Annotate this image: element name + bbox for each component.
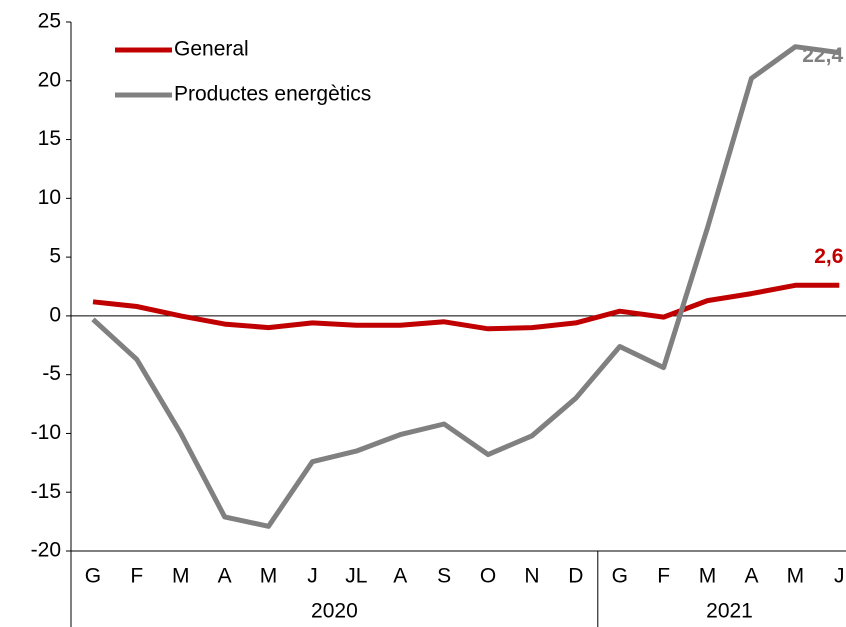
x-tick-label: M bbox=[787, 565, 805, 588]
x-tick-label: A bbox=[218, 565, 232, 588]
x-tick-label: N bbox=[524, 565, 539, 588]
y-tick-label: -20 bbox=[31, 539, 61, 562]
y-tick-label: -5 bbox=[42, 362, 61, 385]
series-line bbox=[91, 44, 840, 529]
x-tick-label: F bbox=[657, 565, 670, 588]
x-tick-label: A bbox=[393, 565, 407, 588]
x-tick-label: O bbox=[480, 565, 496, 588]
x-tick-label: S bbox=[437, 565, 451, 588]
legend-label: Productes energètics bbox=[174, 83, 371, 106]
x-tick-label: G bbox=[612, 565, 628, 588]
data-label: 22,4 bbox=[802, 44, 843, 67]
series-line bbox=[92, 282, 840, 332]
x-tick-label: M bbox=[172, 565, 190, 588]
x-tick-label: JL bbox=[345, 565, 367, 588]
y-tick-label: 25 bbox=[38, 10, 61, 33]
x-tick-label: J bbox=[834, 565, 845, 588]
y-tick-label: 5 bbox=[49, 245, 61, 268]
group-label: 2020 bbox=[311, 600, 358, 623]
group-label: 2021 bbox=[706, 600, 753, 623]
y-tick-label: 0 bbox=[49, 303, 61, 326]
data-label: 2,6 bbox=[814, 245, 843, 268]
x-tick-label: M bbox=[699, 565, 717, 588]
x-tick-label: D bbox=[568, 565, 583, 588]
x-tick-label: F bbox=[130, 565, 143, 588]
x-tick-label: J bbox=[307, 565, 318, 588]
y-tick-label: -10 bbox=[31, 421, 61, 444]
x-tick-label: G bbox=[85, 565, 101, 588]
y-tick-label: -15 bbox=[31, 480, 61, 503]
x-tick-label: M bbox=[260, 565, 278, 588]
y-tick-label: 15 bbox=[38, 127, 61, 150]
y-tick-label: 10 bbox=[38, 186, 61, 209]
y-tick-label: 20 bbox=[38, 68, 61, 91]
legend-label: General bbox=[174, 38, 249, 61]
x-tick-label: A bbox=[744, 565, 758, 588]
